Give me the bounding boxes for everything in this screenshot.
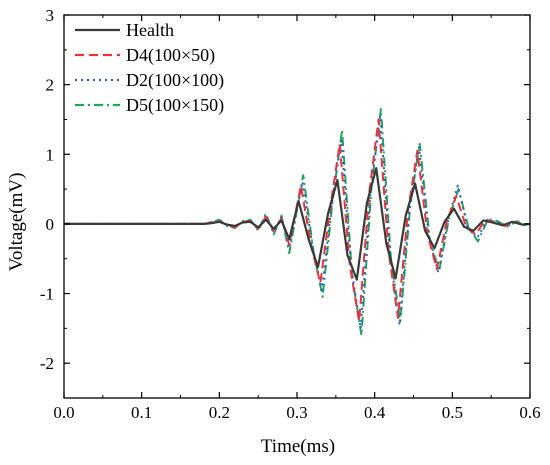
y-tick-label: 3 bbox=[46, 6, 55, 25]
axes-layer: 0.0 0.1 0.2 0.3 0.4 0.5 0.6 -2 -1 0 1 2 3 bbox=[40, 6, 541, 422]
legend-label-2: D2(100×100) bbox=[126, 70, 224, 91]
y-tick-label: -1 bbox=[40, 285, 54, 304]
x-tick-label: 0.1 bbox=[131, 403, 152, 422]
y-tick-label: 0 bbox=[46, 215, 55, 234]
y-tick-label: -2 bbox=[40, 354, 54, 373]
x-tick-label: 0.0 bbox=[53, 403, 74, 422]
x-tick-label: 0.2 bbox=[209, 403, 230, 422]
y-tick-label: 1 bbox=[46, 145, 55, 164]
x-axis-label: Time(ms) bbox=[261, 436, 335, 457]
series-layer bbox=[64, 108, 530, 337]
x-tick-label: 0.6 bbox=[519, 403, 540, 422]
x-tick-label: 0.5 bbox=[442, 403, 463, 422]
legend-label-1: D4(100×50) bbox=[126, 45, 215, 66]
legend-label-3: D5(100×150) bbox=[126, 95, 224, 116]
y-tick-label: 2 bbox=[46, 76, 55, 95]
legend-label-0: Health bbox=[126, 20, 174, 40]
legend: Health D4(100×50) D2(100×100) D5(100×150) bbox=[75, 20, 224, 116]
series-line-2 bbox=[64, 114, 530, 330]
series-line-0 bbox=[64, 167, 530, 281]
y-axis-label: Voltage(mV) bbox=[6, 173, 27, 272]
x-tick-label: 0.4 bbox=[364, 403, 386, 422]
x-tick-label: 0.3 bbox=[286, 403, 307, 422]
